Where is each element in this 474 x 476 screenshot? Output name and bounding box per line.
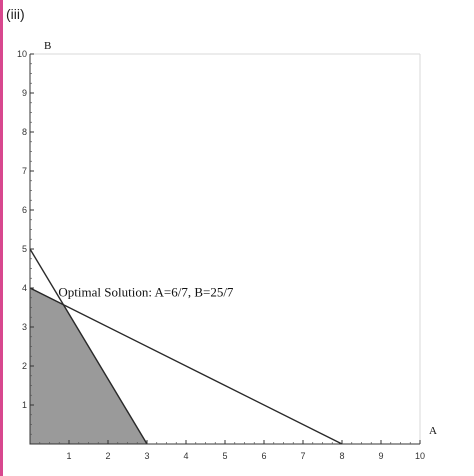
y-tick-label: 4 — [22, 283, 27, 293]
x-tick-label: 8 — [339, 451, 344, 461]
x-tick-label: 4 — [183, 451, 188, 461]
axes-layer: 1 2 3 4 5 6 7 8 9 10 1 2 3 4 5 6 7 8 9 10 — [17, 49, 425, 461]
y-tick-label: 7 — [22, 166, 27, 176]
part-label: (iii) — [6, 6, 25, 22]
y-tick-label: 6 — [22, 205, 27, 215]
left-edge-bar — [0, 0, 3, 476]
y-tick-label: 3 — [22, 322, 27, 332]
feasible-region — [29, 287, 148, 445]
y-tick-label: 8 — [22, 127, 27, 137]
constraint-line-2 — [29, 287, 343, 445]
plot-layer — [29, 248, 343, 445]
x-tick-label: 3 — [144, 451, 149, 461]
y-tick-label: 10 — [17, 49, 27, 59]
y-tick-label: 2 — [22, 361, 27, 371]
y-axis-label: B — [44, 40, 51, 52]
y-tick-label: 5 — [22, 244, 27, 254]
x-tick-label: 1 — [66, 451, 71, 461]
x-axis-label: A — [429, 425, 437, 437]
x-tick-label: 6 — [261, 451, 266, 461]
optimal-solution-annotation: Optimal Solution: A=6/7, B=25/7 — [58, 285, 234, 300]
x-tick-label: 2 — [105, 451, 110, 461]
x-tick-label: 9 — [378, 451, 383, 461]
y-tick-label: 9 — [22, 88, 27, 98]
x-tick-label: 7 — [300, 451, 305, 461]
x-tick-label: 5 — [222, 451, 227, 461]
constraint-line-1 — [29, 248, 148, 445]
x-tick-label: 10 — [415, 451, 425, 461]
y-tick-label: 1 — [22, 400, 27, 410]
